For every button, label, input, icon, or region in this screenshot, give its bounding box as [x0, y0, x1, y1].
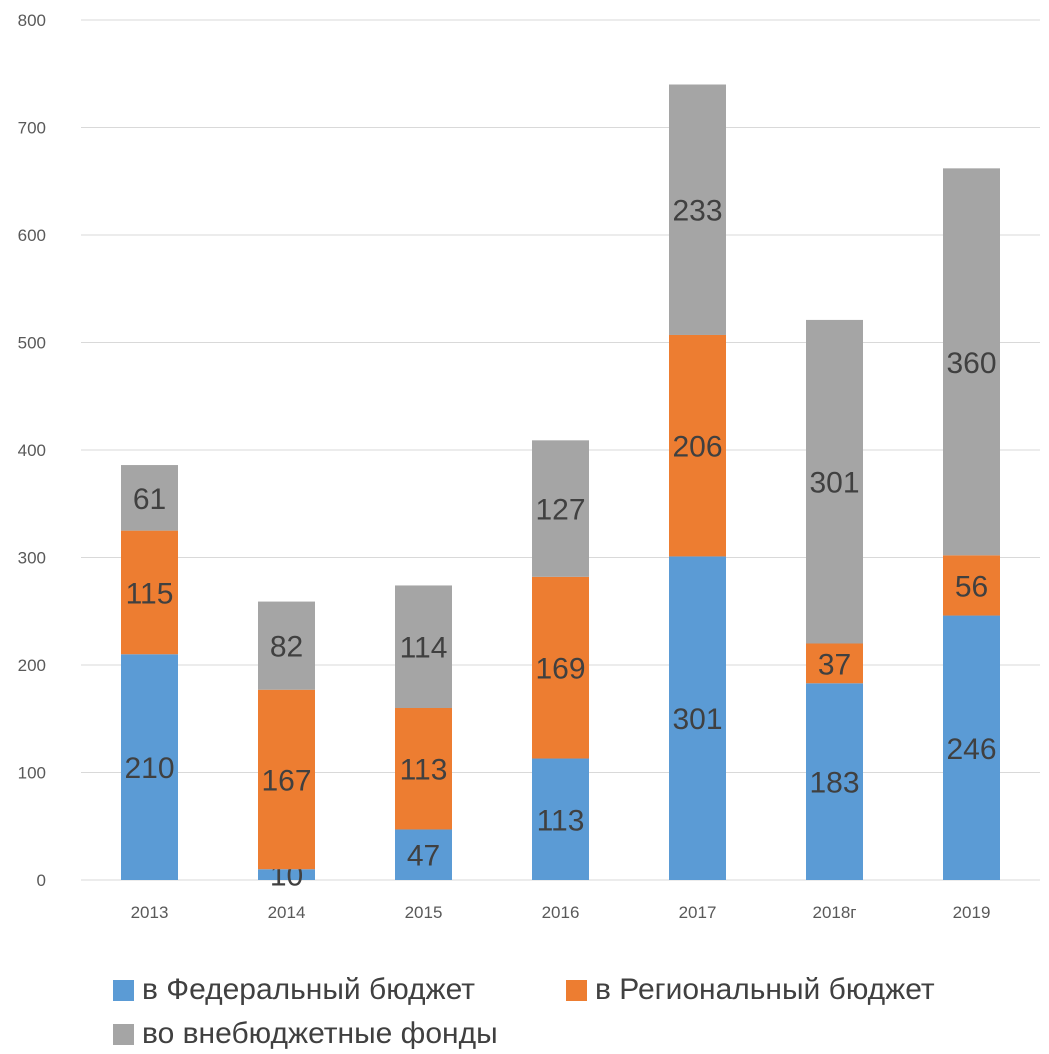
y-tick-label-700: 700 [18, 119, 46, 138]
legend-swatch-regional [566, 980, 587, 1001]
x-tick-label-2013: 2013 [131, 903, 169, 922]
x-tick-label-2014: 2014 [268, 903, 306, 922]
data-label-2016-series-2: 127 [535, 494, 585, 527]
y-tick-label-400: 400 [18, 441, 46, 460]
y-tick-label-500: 500 [18, 334, 46, 353]
data-label-2016-series-0: 113 [537, 804, 585, 837]
legend-label-regional: в Региональный бюджет [595, 973, 935, 1007]
data-label-2013-series-2: 61 [133, 483, 166, 516]
y-tick-label-800: 800 [18, 11, 46, 30]
data-label-2014-series-2: 82 [270, 631, 303, 664]
data-label-2017-series-1: 206 [672, 431, 722, 464]
data-label-2015-series-1: 113 [400, 754, 448, 787]
legend-item-federal: в Федеральный бюджет [113, 970, 475, 1010]
x-tick-label-2019: 2019 [953, 903, 991, 922]
y-axis: 0 100 200 300 400 500 600 700 800 [18, 11, 46, 890]
data-label-2014-series-1: 167 [261, 764, 311, 797]
legend: в Федеральный бюджет в Региональный бюдж… [0, 958, 1049, 1051]
data-label-2018г-series-2: 301 [809, 467, 859, 500]
data-label-2019-series-1: 56 [955, 570, 988, 603]
legend-item-regional: в Региональный бюджет [566, 970, 935, 1010]
data-label-2017-series-2: 233 [672, 195, 722, 228]
data-label-2019-series-2: 360 [946, 347, 996, 380]
data-label-2015-series-0: 47 [407, 840, 440, 873]
x-axis: 2013 2014 2015 2016 2017 2018г 2019 [131, 903, 991, 922]
data-label-2018г-series-0: 183 [809, 767, 859, 800]
x-tick-label-2017: 2017 [679, 903, 717, 922]
y-tick-label-0: 0 [37, 871, 46, 890]
y-tick-label-600: 600 [18, 226, 46, 245]
data-label-2018г-series-1: 37 [818, 648, 851, 681]
bars: 2101156110167824711311411316912730120623… [121, 85, 1000, 893]
data-label-2013-series-1: 115 [126, 577, 174, 610]
x-tick-label-2018г: 2018г [812, 903, 856, 922]
data-label-2013-series-0: 210 [124, 752, 174, 785]
data-label-2019-series-0: 246 [946, 733, 996, 766]
legend-swatch-federal [113, 980, 134, 1001]
legend-label-offbudget: во внебюджетные фонды [142, 1017, 498, 1051]
x-tick-label-2015: 2015 [405, 903, 443, 922]
legend-item-offbudget: во внебюджетные фонды [113, 1014, 498, 1054]
y-tick-label-200: 200 [18, 656, 46, 675]
data-label-2015-series-2: 114 [400, 632, 448, 665]
legend-swatch-offbudget [113, 1024, 134, 1045]
y-tick-label-100: 100 [18, 764, 46, 783]
legend-label-federal: в Федеральный бюджет [142, 973, 475, 1007]
y-tick-label-300: 300 [18, 549, 46, 568]
x-tick-label-2016: 2016 [542, 903, 580, 922]
data-label-2016-series-1: 169 [535, 653, 585, 686]
data-label-2017-series-0: 301 [672, 703, 722, 736]
